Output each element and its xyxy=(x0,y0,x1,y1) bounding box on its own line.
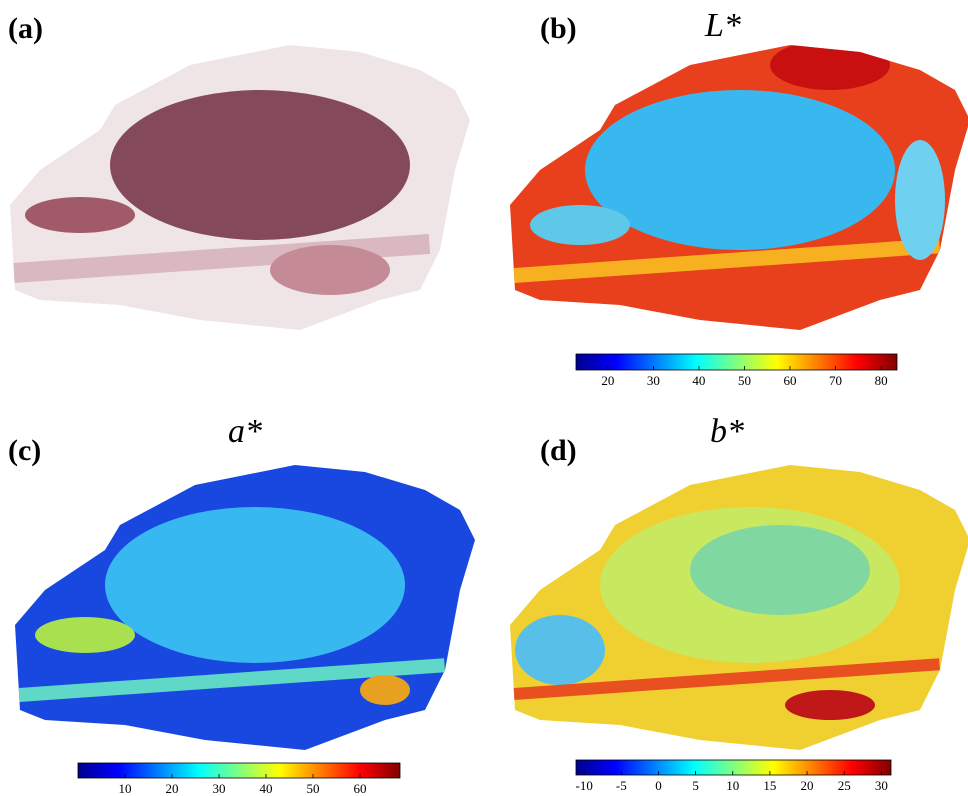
colorbar xyxy=(576,354,897,370)
panel-title: a* xyxy=(228,413,262,450)
panel-label: (a) xyxy=(8,12,43,45)
colorbar xyxy=(78,763,400,778)
tick-label: 20 xyxy=(601,373,614,388)
tick-label: 60 xyxy=(784,373,797,388)
tick-label: 70 xyxy=(829,373,842,388)
tick-label: -10 xyxy=(576,778,593,793)
tick-label: 30 xyxy=(647,373,660,388)
tick-label: 20 xyxy=(801,778,814,793)
tick-label: 10 xyxy=(726,778,739,793)
tick-label: 30 xyxy=(875,778,888,793)
tick-label: 40 xyxy=(692,373,705,388)
tick-label: 5 xyxy=(692,778,699,793)
figure: (a) (b) L* (c) a* (d) b* 203040506070801… xyxy=(0,0,968,796)
tick-label: -5 xyxy=(616,778,627,793)
a-map xyxy=(15,465,475,750)
tick-label: 80 xyxy=(875,373,888,388)
l-map xyxy=(510,40,968,330)
tick-label: 30 xyxy=(213,781,226,796)
panel-label: (d) xyxy=(540,434,577,467)
tick-label: 10 xyxy=(119,781,132,796)
tick-label: 0 xyxy=(655,778,662,793)
tick-label: 60 xyxy=(354,781,367,796)
photo-panel xyxy=(10,45,470,330)
tick-label: 50 xyxy=(307,781,320,796)
tick-label: 20 xyxy=(166,781,179,796)
panel-title: L* xyxy=(704,7,741,44)
tick-label: 50 xyxy=(738,373,751,388)
tick-label: 40 xyxy=(260,781,273,796)
colorbar xyxy=(576,760,891,775)
tick-label: 15 xyxy=(763,778,776,793)
panel-label: (b) xyxy=(540,12,577,45)
tick-label: 25 xyxy=(838,778,851,793)
panel-title: b* xyxy=(710,413,744,450)
panel-label: (c) xyxy=(8,434,41,467)
b-map xyxy=(510,465,968,750)
